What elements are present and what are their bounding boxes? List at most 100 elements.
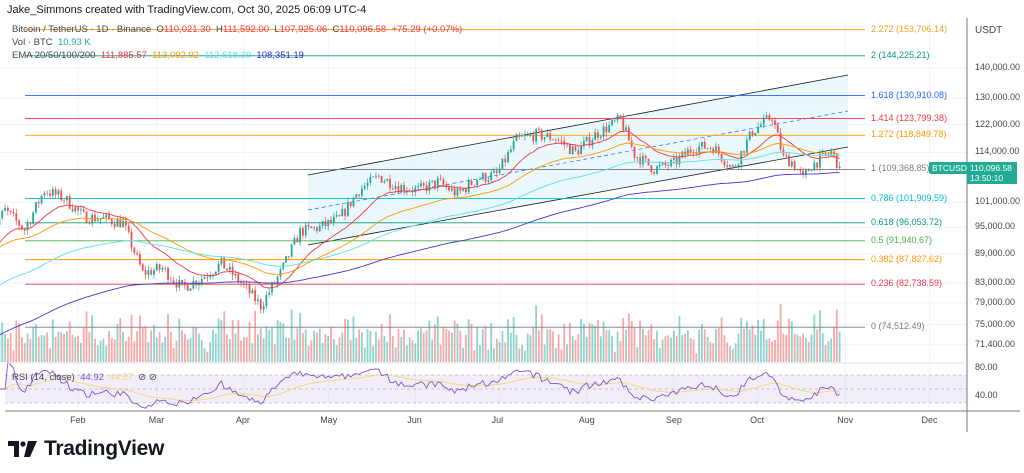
volume-bar	[664, 336, 667, 362]
candle-body	[546, 133, 549, 138]
candle	[698, 142, 701, 158]
candle	[37, 198, 40, 208]
candle-body	[538, 128, 540, 130]
candle	[313, 226, 316, 231]
candle	[526, 132, 529, 137]
candle-body	[644, 155, 647, 159]
candle	[346, 197, 349, 218]
price-tick: 79,000.00	[975, 297, 1016, 308]
volume-bar	[608, 329, 611, 362]
candle	[386, 178, 389, 182]
price-tick: 114,000.00	[975, 146, 1020, 157]
candle	[509, 145, 512, 154]
candle-body	[734, 165, 737, 167]
volume-bar	[29, 338, 32, 362]
candle-body	[521, 136, 523, 137]
candle-body	[234, 273, 237, 276]
candle-body	[391, 188, 394, 190]
candle	[762, 114, 765, 129]
volume-bar	[737, 333, 740, 362]
volume-bar	[543, 344, 546, 362]
candle	[366, 178, 369, 190]
volume-bar	[85, 311, 88, 362]
candle-body	[608, 124, 611, 133]
volume-bar	[57, 331, 60, 362]
candle-body	[760, 124, 762, 127]
symbol-name[interactable]: Bitcoin / TetherUS · 1D · Binance	[12, 24, 152, 35]
volume-bar	[464, 334, 467, 362]
volume-bar	[532, 327, 535, 362]
volume-bar	[760, 330, 762, 362]
candle-body	[467, 180, 470, 193]
volume-bar	[701, 324, 703, 362]
ema-label[interactable]: EMA 20/50/100/200	[12, 50, 96, 61]
volume-bar	[619, 341, 622, 362]
volume-bar	[335, 345, 338, 362]
candle-body	[835, 154, 838, 169]
candle-body	[296, 238, 299, 243]
candle-body	[706, 148, 709, 149]
tradingview-logo[interactable]: TradingView	[8, 437, 164, 461]
volume-bar	[35, 324, 37, 362]
candle	[580, 142, 582, 155]
candle-body	[765, 115, 768, 118]
candle	[706, 147, 709, 151]
candle-body	[422, 183, 425, 186]
candle-body	[248, 284, 251, 294]
visibility-icon[interactable]: ⊘	[138, 372, 147, 383]
candle	[442, 177, 445, 187]
candle-body	[94, 214, 96, 222]
candle	[32, 210, 35, 225]
candle	[85, 210, 88, 224]
volume-bar	[723, 335, 726, 362]
candle-body	[639, 157, 642, 165]
volume-bar	[183, 333, 186, 362]
candle	[765, 111, 768, 119]
candle-body	[74, 207, 77, 212]
currency-label[interactable]: USDT	[975, 25, 1003, 36]
candle-body	[285, 256, 287, 263]
volume-bar	[198, 333, 200, 362]
volume-label[interactable]: Vol · BTC	[12, 37, 53, 48]
volume-bar	[566, 344, 568, 362]
candle-body	[380, 176, 383, 183]
candle	[240, 279, 242, 287]
candle-body	[37, 202, 40, 204]
time-tick: Sep	[665, 415, 682, 425]
candle	[462, 187, 464, 192]
candle	[167, 266, 169, 283]
candle-body	[175, 282, 178, 288]
volume-bar	[653, 339, 656, 362]
candle-body	[515, 134, 518, 142]
candle-body	[287, 256, 290, 257]
legend-ema: EMA 20/50/100/200 111,885.57 113,092.92 …	[12, 50, 304, 61]
candle-body	[124, 220, 127, 226]
rsi-label[interactable]: RSI (14, close)	[12, 372, 75, 383]
candle-body	[779, 132, 782, 150]
candle	[524, 130, 526, 141]
candle	[583, 136, 585, 150]
candle	[147, 265, 150, 280]
volume-bar	[785, 334, 788, 362]
candle-body	[397, 186, 400, 193]
candle-body	[698, 146, 701, 154]
candle-body	[102, 217, 105, 219]
volume-bar	[324, 334, 327, 362]
candle-body	[453, 188, 456, 196]
ema100-line	[0, 151, 840, 286]
candle	[189, 288, 192, 291]
volume-bar	[524, 350, 526, 362]
visibility-icon[interactable]: ⊘	[148, 372, 157, 383]
volume-bar	[307, 345, 310, 362]
candle-body	[436, 178, 439, 188]
candle	[248, 282, 251, 299]
volume-bar	[462, 347, 464, 362]
volume-bar	[597, 320, 599, 362]
volume-bar	[363, 347, 366, 362]
candle-body	[678, 156, 681, 165]
candle-body	[88, 223, 91, 224]
volume-bar	[538, 330, 540, 362]
volume-bar	[493, 348, 495, 362]
volume-bar	[476, 326, 479, 362]
